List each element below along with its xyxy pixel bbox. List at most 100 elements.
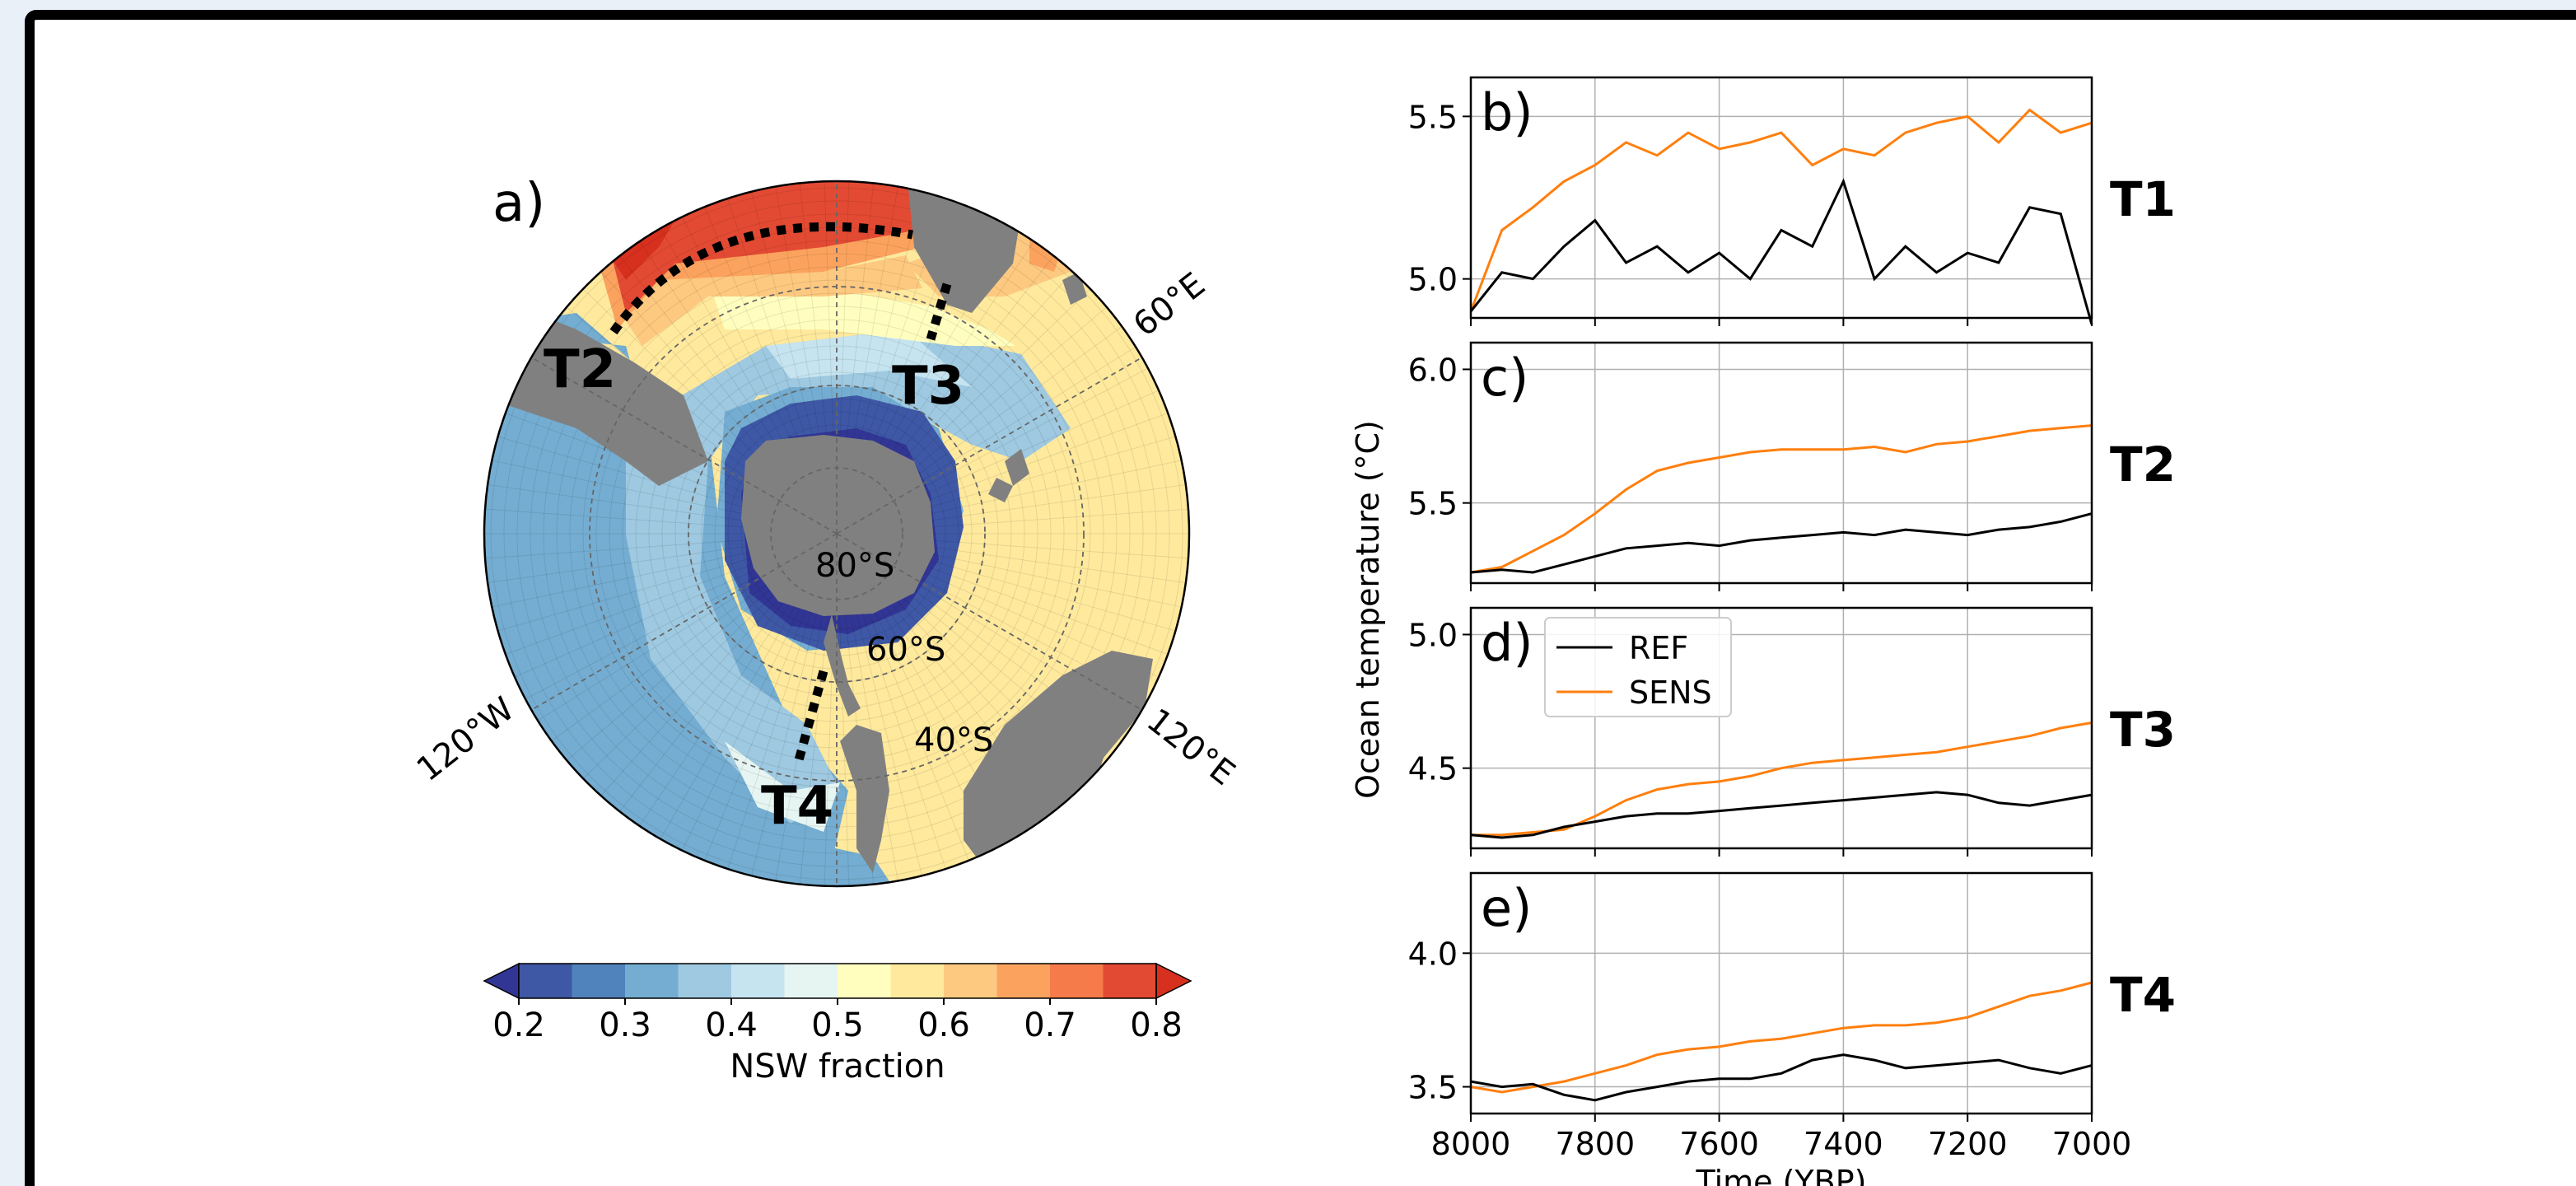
transect-label-t3: T3	[892, 356, 964, 417]
y-tick-label: 4.0	[1408, 936, 1458, 972]
colorbar-tick-label: 0.2	[492, 1006, 545, 1044]
panel-b: 5.0 5.5 b) T1	[1408, 76, 2176, 326]
region-outer-blue	[484, 329, 906, 886]
colorbar-extend-low	[483, 962, 520, 1000]
grid-parallel	[530, 226, 1144, 841]
x-tick-label: 7000	[2052, 1126, 2132, 1162]
transect-label: T2	[2110, 437, 2176, 493]
colorbar-segment	[625, 964, 679, 998]
legend-label-sens: SENS	[1629, 675, 1712, 711]
grid-parallel	[556, 253, 1118, 815]
colorbar-extend-high	[1155, 962, 1192, 1000]
colorbar-segment	[996, 964, 1051, 998]
colorbar-tick-label: 0.5	[811, 1006, 864, 1044]
time-series-panels: 5.0 5.5 b) T1 5.5 6.0 c) T2 4.5 5.0 d) T3 3.5 4.0 e) T4…	[1350, 76, 2176, 1186]
meridian-line	[530, 356, 838, 535]
meridian-line	[836, 533, 1144, 712]
colorbar-label: NSW fraction	[730, 1048, 945, 1086]
australia	[964, 651, 1153, 873]
series-ref-line	[1470, 1053, 2093, 1102]
series-sens-line	[1470, 981, 2093, 1094]
x-tick-label: 7200	[1928, 1126, 2008, 1162]
colorbar: 0.2 0.3 0.4 0.5 0.6 0.7 0.8 NSW fraction	[483, 962, 1192, 1086]
colorbar-segment	[890, 964, 945, 998]
grid-parallel	[503, 200, 1170, 867]
colorbar-segment	[838, 964, 891, 998]
colorbar-segment	[1050, 964, 1104, 998]
y-tick-label: 5.0	[1408, 617, 1458, 653]
region-west-cream	[725, 741, 840, 832]
colorbar-segment	[519, 964, 572, 998]
series-ref-line	[1469, 178, 2093, 325]
lat-label: 60°S	[866, 631, 945, 669]
x-tick-label: 7600	[1679, 1126, 1759, 1162]
lon-label-60e: 60°E	[1127, 265, 1212, 343]
grid-parallel	[674, 371, 999, 696]
map-boundary	[483, 180, 1191, 888]
transect-label: T3	[2110, 702, 2176, 758]
lon-label-120e: 120°E	[1140, 702, 1242, 793]
panel-d: 4.5 5.0 d) T3	[1408, 606, 2176, 857]
colorbar-tick-label: 0.7	[1024, 1006, 1076, 1044]
colorbar-segment	[678, 964, 732, 998]
graticule	[530, 181, 1144, 886]
legend-label-ref: REF	[1629, 630, 1688, 666]
panel-label: d)	[1481, 613, 1533, 673]
y-tick-label: 5.5	[1408, 486, 1458, 522]
panel-label-a: a)	[492, 173, 545, 234]
y-tick-label: 6.0	[1408, 352, 1458, 388]
series-sens-line	[1469, 108, 2093, 312]
x-tick-label: 8000	[1431, 1126, 1511, 1162]
antarctica	[741, 435, 935, 616]
panel-label: b)	[1481, 82, 1533, 142]
panel-frame	[1469, 606, 2093, 850]
colorbar-tick-label: 0.8	[1130, 1006, 1183, 1044]
transect-label-t4: T4	[761, 776, 833, 837]
x-tick-label: 7400	[1804, 1126, 1883, 1162]
y-tick-label: 5.5	[1408, 99, 1458, 135]
meridian-line	[836, 356, 1144, 535]
legend: REF SENS	[1544, 617, 1732, 717]
panel-label: e)	[1481, 878, 1532, 938]
colorbar-tick-label: 0.6	[917, 1006, 970, 1044]
y-tick-label: 5.0	[1408, 262, 1458, 298]
series-ref-line	[1470, 512, 2093, 574]
panel-frame	[1469, 76, 2093, 320]
transect-label-t2: T2	[544, 339, 616, 400]
colorbar-segment	[784, 964, 838, 998]
colorbar-tick-label: 0.3	[599, 1006, 651, 1044]
figure-frame	[25, 10, 2576, 1186]
lat-label: 40°S	[914, 721, 993, 759]
x-axis-label: Time (YBP)	[1696, 1164, 1867, 1186]
colorbar-segment	[1103, 964, 1157, 998]
series-sens-line	[1470, 424, 2093, 574]
kerguelen	[988, 478, 1013, 502]
colorbar-segment	[572, 964, 626, 998]
panel-c: 5.5 6.0 c) T2	[1408, 341, 2176, 591]
transect-lines	[609, 222, 952, 768]
grid-parallel	[622, 319, 1052, 749]
antarctic-peninsula	[824, 614, 861, 717]
panel-e: 3.5 4.0 e) T4	[1408, 871, 2176, 1122]
colorbar-tick-label: 0.4	[705, 1006, 758, 1044]
series-sens-line	[1471, 721, 2093, 837]
transect-t2	[609, 222, 913, 335]
indian-island	[1005, 449, 1029, 486]
region-ring-light	[626, 329, 1071, 824]
y-tick-label: 3.5	[1408, 1070, 1458, 1106]
y-axis-label: Ocean temperature (°C)	[1350, 420, 1386, 799]
region-pale-cyan	[766, 329, 972, 387]
series-ref-line	[1470, 791, 2093, 839]
lat-label: 80°S	[815, 547, 894, 585]
x-tick-label: 7800	[1555, 1126, 1635, 1162]
south-america	[840, 725, 889, 873]
panel-frame	[1469, 341, 2093, 585]
y-tick-label: 4.5	[1408, 751, 1458, 787]
transect-label: T4	[2110, 967, 2176, 1023]
panel-label: c)	[1481, 348, 1528, 408]
transect-label: T1	[2110, 171, 2176, 227]
colorbar-segment	[731, 964, 785, 998]
lon-label-120w: 120°W	[410, 690, 521, 789]
